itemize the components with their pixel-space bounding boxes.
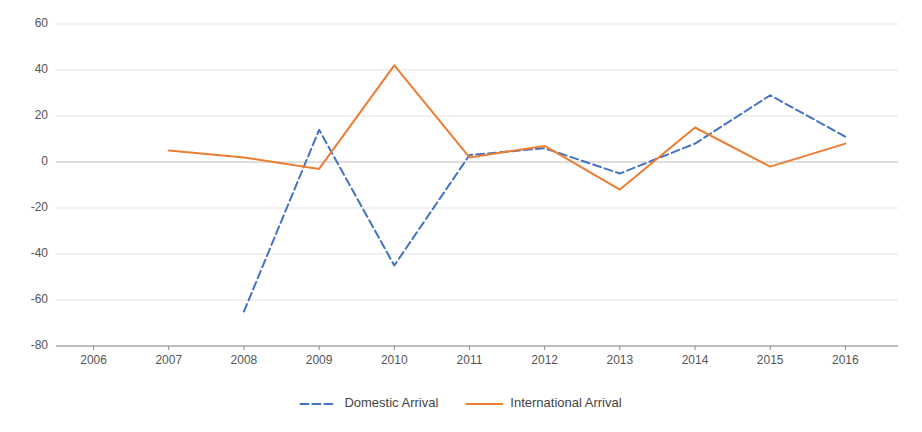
x-tick-label: 2008 [231,353,258,367]
x-tick-label: 2007 [155,353,182,367]
x-tick [770,346,771,350]
legend-label: Domestic Arrival [344,395,438,410]
lines [169,65,846,311]
x-tick [544,346,545,350]
x-tick-label: 2011 [457,353,483,367]
y-tick-labels: -80 -60 -40 -20 0 20 40 60 [31,16,49,352]
x-tick [168,346,169,350]
grid-line [56,24,898,25]
y-tick-label: -20 [31,200,49,214]
x-tick [93,346,94,350]
x-tick-label: 2015 [757,353,784,367]
x-tick-label: 2013 [606,353,633,367]
x-tick [845,346,846,350]
x-tick-labels: 2006 2007 2008 2009 2010 2011 2012 2013 2014 2015… [80,346,859,367]
y-tick-label: 40 [35,62,49,76]
x-tick [695,346,696,350]
legend-item: International Arrival [466,395,621,410]
legend-swatch [300,403,336,405]
x-tick-label: 2010 [381,353,408,367]
x-tick-label: 2009 [306,353,333,367]
y-tick-label: 20 [35,108,49,122]
grid-line [56,208,898,209]
x-tick [394,346,395,350]
legend-item: Domestic Arrival [300,395,438,410]
x-tick-label: 2006 [80,353,107,367]
y-tick-label: 60 [35,16,49,30]
y-tick-label: -80 [31,338,49,352]
grid-line [56,116,898,117]
grid-line [56,300,898,301]
legend-label: International Arrival [510,395,621,410]
x-tick-label: 2014 [682,353,709,367]
grid-line [56,346,898,347]
legend: Domestic Arrival International Arrival [300,395,621,410]
x-tick [243,346,244,350]
grid-line [56,162,898,163]
series-line [244,95,845,311]
x-axis-line [56,346,898,347]
grid-line [56,70,898,71]
x-tick [469,346,470,350]
x-tick-label: 2012 [531,353,558,367]
x-tick [619,346,620,350]
grid-line [56,254,898,255]
page: {"chart_data": {"type": "line", "x": [20… [0,0,922,432]
series-line [169,65,846,189]
y-grid [56,24,898,346]
x-tick-label: 2016 [832,353,859,367]
x-tick [319,346,320,350]
legend-swatch [466,403,502,405]
chart: -80-60-40-200204060200620072008200920102… [0,0,922,432]
y-tick-label: 0 [41,154,48,168]
y-tick-label: -40 [31,246,49,260]
y-tick-label: -60 [31,292,49,306]
